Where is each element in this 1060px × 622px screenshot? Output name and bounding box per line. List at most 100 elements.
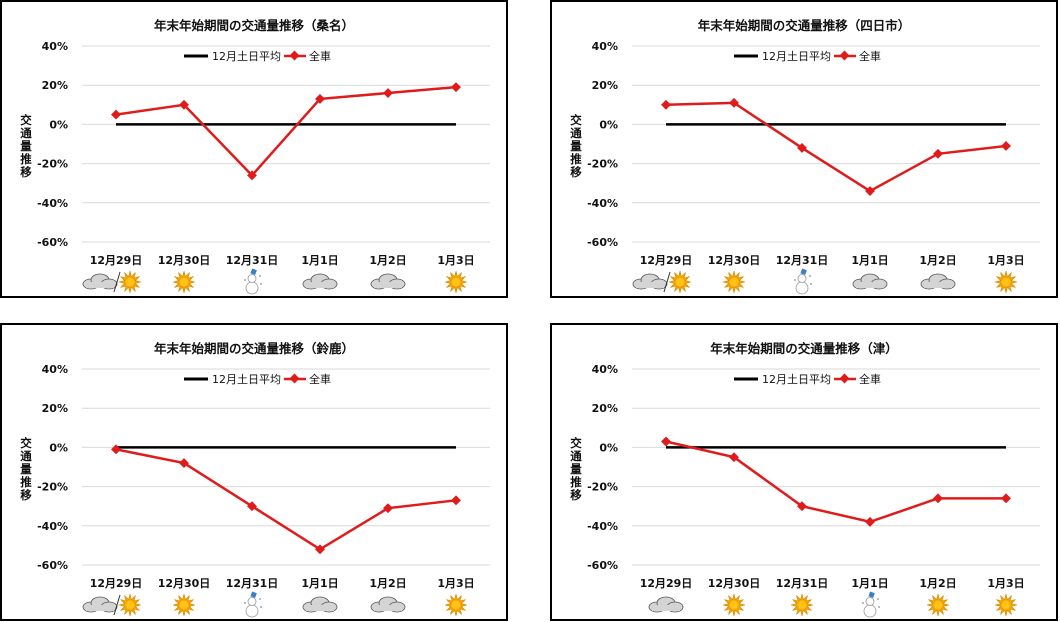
- sun-core: [451, 277, 461, 287]
- sun-core: [125, 277, 135, 287]
- data-point: [179, 99, 189, 110]
- legend-marker-all-vehicles: [289, 50, 300, 61]
- y-tick-label: -20%: [37, 481, 68, 494]
- snowman-bucket: [250, 268, 257, 275]
- cloud-base: [86, 282, 114, 288]
- legend-label-average: 12月土日平均: [762, 373, 831, 386]
- weather-divider: [113, 594, 121, 616]
- legend-label-all-vehicles: 全車: [309, 372, 331, 386]
- y-tick-label: 40%: [592, 40, 618, 53]
- cloud-icon: [370, 596, 406, 613]
- x-tick-label: 12月29日: [640, 254, 693, 267]
- weather-group: [794, 268, 812, 295]
- cloud-base: [306, 282, 334, 288]
- weather-group: [852, 273, 888, 290]
- y-tick-label: -20%: [587, 158, 618, 171]
- legend: 12月土日平均 全車: [734, 49, 881, 63]
- chart-svg: 年末年始期間の交通量推移（津） 40% 20% 0% -20% -40% -60% 交通量推移…: [570, 341, 1040, 618]
- series-line-all-vehicles: [115, 448, 457, 551]
- weather-group: [632, 270, 692, 294]
- y-tick-label: -60%: [587, 559, 618, 572]
- data-point: [1001, 493, 1011, 504]
- legend-label-average: 12月土日平均: [212, 50, 281, 63]
- weather-divider: [663, 271, 671, 293]
- sun-icon: [172, 270, 196, 294]
- y-tick-label: -60%: [37, 559, 68, 572]
- sun-icon: [172, 593, 196, 617]
- snowman-head: [797, 274, 807, 283]
- snowman-bucket: [800, 268, 807, 275]
- weather-group: [444, 593, 468, 617]
- y-tick-label: 40%: [592, 363, 618, 376]
- y-axis-label: 交通量推移: [570, 113, 582, 179]
- sun-core: [179, 277, 189, 287]
- snowflake: [244, 279, 246, 281]
- y-axis-label: 交通量推移: [20, 113, 32, 179]
- y-tick-label: -40%: [37, 197, 68, 210]
- x-tick-label: 1月1日: [851, 577, 888, 590]
- chart-title: 年末年始期間の交通量推移（桑名）: [154, 18, 354, 33]
- weather-group: [82, 270, 142, 294]
- x-tick-label: 12月31日: [776, 577, 829, 590]
- legend-label-all-vehicles: 全車: [309, 49, 331, 63]
- data-point: [797, 501, 807, 512]
- x-tick-label: 12月29日: [90, 577, 143, 590]
- data-point: [729, 97, 739, 108]
- y-tick-label: 0%: [599, 118, 618, 131]
- chart-title: 年末年始期間の交通量推移（四日市）: [698, 18, 911, 33]
- data-point: [865, 186, 875, 196]
- chart-title: 年末年始期間の交通量推移（津）: [710, 341, 898, 356]
- sun-icon: [926, 593, 950, 617]
- snowman-head: [247, 274, 257, 283]
- data-point: [451, 82, 461, 93]
- weather-group: [994, 270, 1018, 294]
- sun-core: [125, 600, 135, 610]
- cloud-icon: [852, 273, 888, 290]
- y-tick-label: 0%: [49, 441, 68, 454]
- data-point: [661, 99, 671, 110]
- cloud-base: [924, 282, 952, 288]
- legend: 12月土日平均 全車: [184, 49, 331, 63]
- chart-svg: 年末年始期間の交通量推移（四日市） 40% 20% 0% -20% -40% -60% 交通量…: [570, 18, 1040, 295]
- data-point: [933, 493, 943, 504]
- cloud-icon: [302, 273, 338, 290]
- data-point: [933, 148, 943, 159]
- sun-core: [933, 600, 943, 610]
- weather-group: [862, 591, 880, 618]
- snowman-icon: [794, 268, 812, 295]
- x-tick-label: 1月3日: [987, 254, 1024, 267]
- y-axis-label: 交通量推移: [570, 436, 582, 502]
- cloud-icon: [648, 596, 684, 613]
- weather-group: [444, 270, 468, 294]
- cloud-icon: [370, 273, 406, 290]
- sun-core: [451, 600, 461, 610]
- x-tick-label: 1月3日: [437, 577, 474, 590]
- cloud-icon: [920, 273, 956, 290]
- weather-group: [370, 596, 406, 613]
- x-tick-label: 12月31日: [226, 254, 279, 267]
- cloud-icon: [82, 273, 118, 290]
- cloud-base: [306, 605, 334, 611]
- cloud-icon: [82, 596, 118, 613]
- x-tick-label: 1月2日: [919, 254, 956, 267]
- sun-icon: [994, 593, 1018, 617]
- legend-label-all-vehicles: 全車: [859, 372, 881, 386]
- weather-group: [722, 270, 746, 294]
- snowflake: [259, 598, 261, 600]
- weather-group: [302, 273, 338, 290]
- weather-group: [370, 273, 406, 290]
- y-tick-label: 20%: [592, 79, 618, 92]
- cloud-base: [374, 605, 402, 611]
- sun-icon: [118, 593, 142, 617]
- y-tick-label: -20%: [587, 481, 618, 494]
- y-axis-label: 交通量推移: [20, 436, 32, 502]
- y-tick-label: -40%: [37, 520, 68, 533]
- y-tick-label: 0%: [599, 441, 618, 454]
- snowman-body: [863, 604, 877, 618]
- snowflake: [244, 602, 246, 604]
- sun-core: [179, 600, 189, 610]
- x-tick-label: 12月31日: [776, 254, 829, 267]
- data-point: [865, 516, 875, 527]
- chart-svg: 年末年始期間の交通量推移（桑名） 40% 20% 0% -20% -40% -60% 交通量推…: [20, 18, 490, 295]
- snowman-icon: [244, 268, 262, 295]
